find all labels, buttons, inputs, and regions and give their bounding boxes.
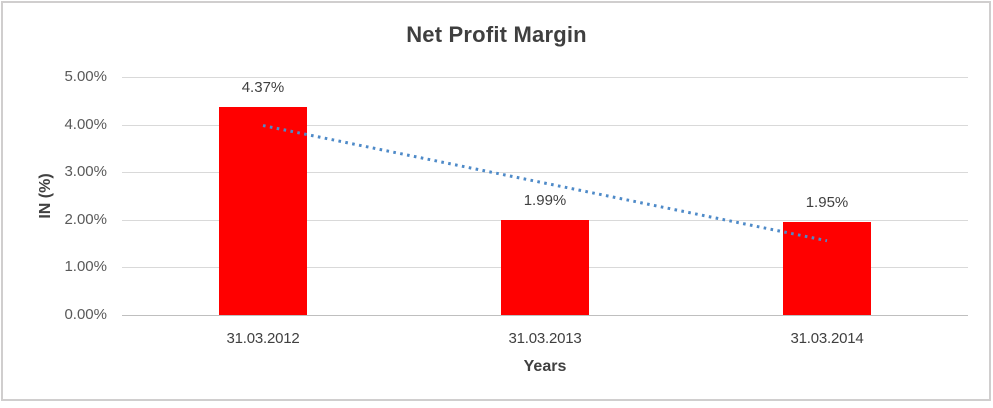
y-tick-label: 4.00% [64, 115, 107, 133]
gridline [122, 77, 968, 78]
x-tick-label: 31.03.2013 [508, 330, 582, 347]
bar-31.03.2014 [783, 222, 871, 315]
y-tick-label: 5.00% [64, 68, 107, 85]
y-tick-label: 0.00% [64, 306, 107, 323]
chart-title: Net Profit Margin [406, 22, 587, 47]
plot-area [122, 77, 968, 316]
bar-value-label: 1.99% [523, 192, 567, 210]
x-axis-title: Years [523, 358, 567, 375]
y-tick-label: 1.00% [64, 258, 107, 276]
bar-31.03.2013 [501, 220, 589, 315]
x-axis-line [122, 315, 968, 316]
y-tick-label: 2.00% [64, 210, 107, 228]
gridline [122, 124, 968, 126]
y-tick-label: 3.00% [64, 163, 107, 181]
bar-31.03.2012 [219, 106, 307, 315]
bar-value-label: 4.37% [241, 78, 285, 96]
trendline [262, 124, 828, 243]
x-tick-label: 31.03.2012 [226, 330, 300, 347]
x-tick-label: 31.03.2014 [790, 330, 864, 347]
gridline [122, 172, 968, 174]
bar-value-label: 1.95% [805, 194, 849, 212]
